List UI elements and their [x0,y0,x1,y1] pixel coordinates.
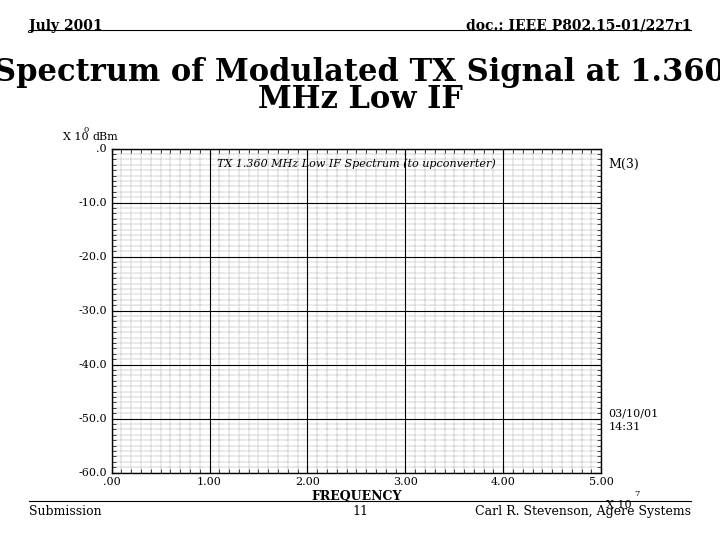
Text: 14:31: 14:31 [608,422,641,431]
Text: 11: 11 [352,505,368,518]
Text: doc.: IEEE P802.15-01/227r1: doc.: IEEE P802.15-01/227r1 [466,19,691,33]
Text: 0: 0 [84,126,89,134]
Text: Spectrum of Modulated TX Signal at 1.360: Spectrum of Modulated TX Signal at 1.360 [0,57,720,87]
Text: Carl R. Stevenson, Agere Systems: Carl R. Stevenson, Agere Systems [475,505,691,518]
Text: X 10: X 10 [606,500,631,510]
Text: Submission: Submission [29,505,102,518]
Text: TX 1.360 MHz Low IF Spectrum (to upconverter): TX 1.360 MHz Low IF Spectrum (to upconve… [217,158,496,169]
X-axis label: FREQUENCY: FREQUENCY [311,490,402,503]
Text: X 10: X 10 [63,132,89,142]
Text: 03/10/01: 03/10/01 [608,408,659,418]
Text: MHz Low IF: MHz Low IF [258,84,462,114]
Text: M(3): M(3) [608,158,639,171]
Text: July 2001: July 2001 [29,19,102,33]
Text: dBm: dBm [93,132,119,142]
Text: 7: 7 [634,490,640,498]
